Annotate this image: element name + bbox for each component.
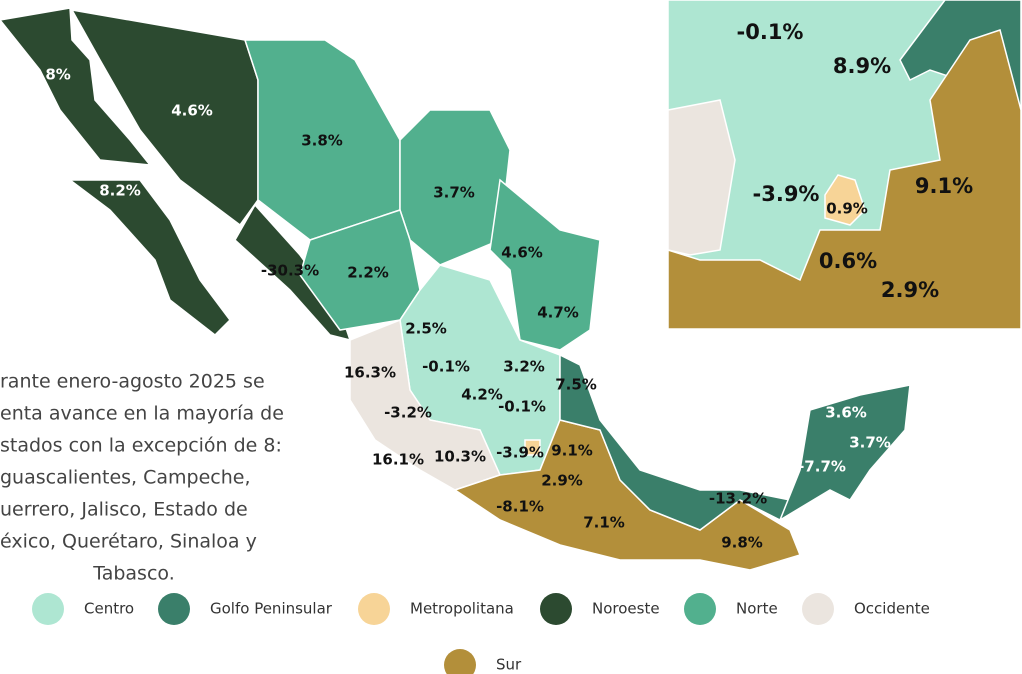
legend-label: Golfo Peninsular xyxy=(210,600,333,618)
state-label: 7.1% xyxy=(583,514,625,532)
inset-sur xyxy=(667,29,1022,330)
state-label: 3.7% xyxy=(433,184,475,202)
state-label: 3.7% xyxy=(849,434,891,452)
description: rante enero-agosto 2025 se enta avance e… xyxy=(0,371,284,585)
state-label: 7.5% xyxy=(555,376,597,394)
state-label: 4.6% xyxy=(171,102,213,120)
inset-label: -0.1% xyxy=(737,20,804,44)
legend-label: Centro xyxy=(84,600,134,618)
inset-labels: -0.1% 8.9% -3.9% 0.9% 9.1% 0.6% 2.9% xyxy=(737,20,974,302)
inset-label: 0.6% xyxy=(819,249,877,273)
state-label: -13.2% xyxy=(709,490,767,508)
state-label: 3.2% xyxy=(503,358,545,376)
legend-label: Occidente xyxy=(854,600,930,618)
legend-swatch xyxy=(802,593,834,625)
state-label: 2.5% xyxy=(405,320,447,338)
state-label: -3.9% xyxy=(496,444,544,462)
state-label: 9.8% xyxy=(721,534,763,552)
state-label: -30.3% xyxy=(261,262,319,280)
baja-california-sur xyxy=(67,179,231,336)
legend-label: Metropolitana xyxy=(410,600,514,618)
description-line: enta avance en la mayoría de xyxy=(0,403,284,425)
legend-swatch xyxy=(358,593,390,625)
state-label: -8.1% xyxy=(496,498,544,516)
state-label: 8.2% xyxy=(99,182,141,200)
description-line: rante enero-agosto 2025 se xyxy=(0,371,265,393)
inset-label: 8.9% xyxy=(833,54,891,78)
inset-label: 0.9% xyxy=(826,200,868,218)
legend-label: Sur xyxy=(496,656,522,674)
state-label: -0.1% xyxy=(498,398,546,416)
legend-swatch xyxy=(32,593,64,625)
state-label: 3.8% xyxy=(301,132,343,150)
inset-label: 2.9% xyxy=(881,278,939,302)
legend-swatch xyxy=(540,593,572,625)
inset-cdmx xyxy=(824,174,866,226)
description-line: stados con la excepción de 8: xyxy=(0,435,282,457)
legend-label: Norte xyxy=(736,600,778,618)
baja-california xyxy=(0,7,152,166)
state-label: 4.2% xyxy=(461,386,503,404)
legend: Centro Golfo Peninsular Metropolitana Noroe… xyxy=(32,593,930,674)
state-label: -3.2% xyxy=(384,404,432,422)
state-label: 16.3% xyxy=(344,364,396,382)
inset-label: -3.9% xyxy=(753,182,820,206)
description-line: uerrero, Jalisco, Estado de xyxy=(0,499,248,521)
state-label: 10.3% xyxy=(434,448,486,466)
description-line: guascalientes, Campeche, xyxy=(0,467,251,489)
description-line: Tabasco. xyxy=(92,563,174,585)
legend-label: Noroeste xyxy=(592,600,660,618)
description-line: éxico, Querétaro, Sinaloa y xyxy=(0,531,257,553)
state-label: 4.6% xyxy=(501,244,543,262)
state-label: 0.8% xyxy=(29,66,71,84)
legend-swatch xyxy=(444,649,476,674)
nuevo-leon-tamaulipas xyxy=(489,178,601,351)
inset-label: 9.1% xyxy=(915,174,973,198)
cdmx xyxy=(524,439,541,456)
main-map xyxy=(0,7,911,571)
state-label: 2.2% xyxy=(347,264,389,282)
state-label: -7.7% xyxy=(798,458,846,476)
legend-swatch xyxy=(158,593,190,625)
state-label: 3.6% xyxy=(825,404,867,422)
state-label: 4.7% xyxy=(537,304,579,322)
yucatan-peninsula xyxy=(778,384,911,522)
inset-map xyxy=(667,0,1022,330)
state-label: 16.1% xyxy=(372,451,424,469)
legend-swatch xyxy=(684,593,716,625)
state-label: -0.1% xyxy=(422,358,470,376)
state-label: 9.1% xyxy=(551,442,593,460)
map-labels: 0.8% 4.6% 8.2% 3.8% 3.7% -30.3% 2.2% 4.6… xyxy=(29,66,891,552)
state-label: 2.9% xyxy=(541,472,583,490)
